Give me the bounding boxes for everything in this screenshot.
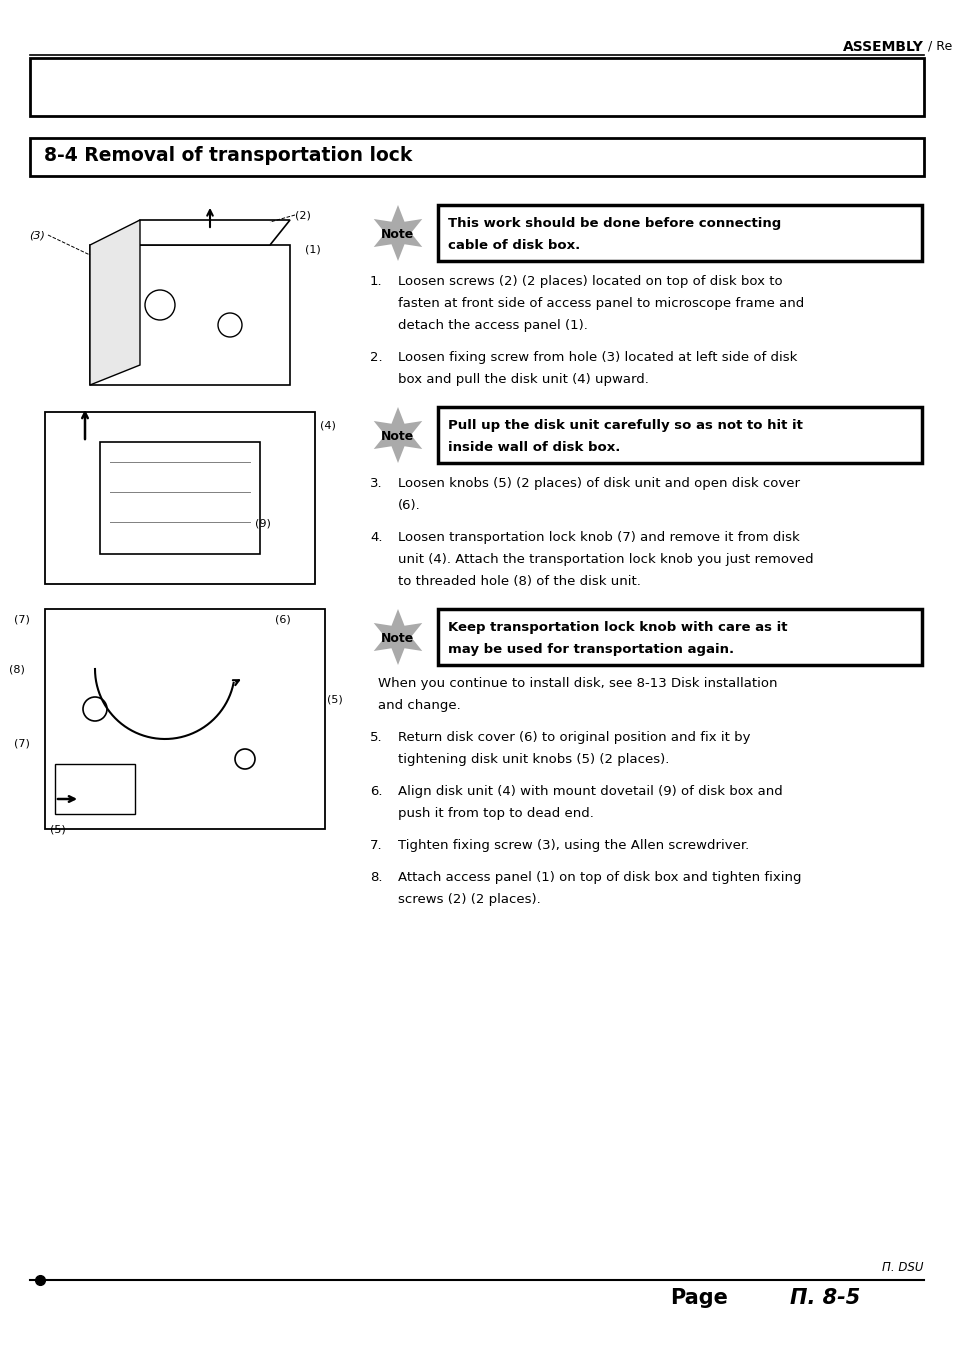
Text: inside wall of disk box.: inside wall of disk box. <box>448 440 619 454</box>
Bar <box>45 609 325 830</box>
Polygon shape <box>374 609 422 665</box>
Bar <box>30 397 350 598</box>
Text: Π. DSU: Π. DSU <box>882 1260 923 1274</box>
Circle shape <box>145 290 174 320</box>
Text: Return disk cover (6) to original position and fix it by: Return disk cover (6) to original positi… <box>397 731 750 744</box>
Text: (5): (5) <box>327 694 342 704</box>
Text: Note: Note <box>381 431 415 443</box>
Text: push it from top to dead end.: push it from top to dead end. <box>397 807 594 820</box>
Text: 6.: 6. <box>370 785 382 798</box>
Bar <box>30 58 923 116</box>
Text: (7): (7) <box>14 613 30 624</box>
Bar <box>437 205 921 261</box>
Text: box and pull the disk unit (4) upward.: box and pull the disk unit (4) upward. <box>397 373 648 386</box>
Text: 3.: 3. <box>370 477 382 490</box>
Text: (3): (3) <box>30 230 45 240</box>
Text: (1): (1) <box>305 245 320 255</box>
Text: Loosen transportation lock knob (7) and remove it from disk: Loosen transportation lock knob (7) and … <box>397 531 799 544</box>
Text: 8.: 8. <box>370 871 382 884</box>
Text: 5.: 5. <box>370 731 382 744</box>
Circle shape <box>83 697 107 721</box>
Bar <box>55 765 135 815</box>
Text: Loosen screws (2) (2 places) located on top of disk box to: Loosen screws (2) (2 places) located on … <box>397 276 781 288</box>
Text: unit (4). Attach the transportation lock knob you just removed: unit (4). Attach the transportation lock… <box>397 553 813 566</box>
Text: may be used for transportation again.: may be used for transportation again. <box>448 643 734 657</box>
Bar <box>437 609 921 665</box>
Text: screws (2) (2 places).: screws (2) (2 places). <box>397 893 540 907</box>
Text: 8-4 Removal of transportation lock: 8-4 Removal of transportation lock <box>44 146 412 165</box>
Text: (2): (2) <box>294 209 311 220</box>
Polygon shape <box>374 205 422 261</box>
Text: cable of disk box.: cable of disk box. <box>448 239 579 253</box>
Text: Page: Page <box>669 1288 727 1308</box>
Bar <box>45 412 314 584</box>
Text: Note: Note <box>381 632 415 646</box>
Text: (9): (9) <box>254 517 271 528</box>
Circle shape <box>218 313 242 336</box>
Text: fasten at front side of access panel to microscope frame and: fasten at front side of access panel to … <box>397 297 803 309</box>
Text: detach the access panel (1).: detach the access panel (1). <box>397 319 587 332</box>
Bar <box>30 138 923 176</box>
Polygon shape <box>110 220 290 245</box>
Text: Keep transportation lock knob with care as it: Keep transportation lock knob with care … <box>448 621 786 634</box>
Text: Loosen knobs (5) (2 places) of disk unit and open disk cover: Loosen knobs (5) (2 places) of disk unit… <box>397 477 800 490</box>
Text: When you continue to install disk, see 8-13 Disk installation: When you continue to install disk, see 8… <box>377 677 777 690</box>
Text: (6): (6) <box>274 613 291 624</box>
Bar <box>437 407 921 463</box>
Text: Align disk unit (4) with mount dovetail (9) of disk box and: Align disk unit (4) with mount dovetail … <box>397 785 781 798</box>
Text: Attach access panel (1) on top of disk box and tighten fixing: Attach access panel (1) on top of disk b… <box>397 871 801 884</box>
Text: tightening disk unit knobs (5) (2 places).: tightening disk unit knobs (5) (2 places… <box>397 753 669 766</box>
Text: (4): (4) <box>319 420 335 430</box>
Polygon shape <box>90 220 140 385</box>
Text: and change.: and change. <box>377 698 460 712</box>
Polygon shape <box>90 245 290 385</box>
Text: Note: Note <box>381 228 415 242</box>
Text: (7): (7) <box>14 739 30 748</box>
Text: Loosen fixing screw from hole (3) located at left side of disk: Loosen fixing screw from hole (3) locate… <box>397 351 797 363</box>
Text: to threaded hole (8) of the disk unit.: to threaded hole (8) of the disk unit. <box>397 576 640 588</box>
Text: 1.: 1. <box>370 276 382 288</box>
Text: (5): (5) <box>50 824 66 834</box>
Text: Tighten fixing screw (3), using the Allen screwdriver.: Tighten fixing screw (3), using the Alle… <box>397 839 748 852</box>
Text: / Removal of transportation lock: / Removal of transportation lock <box>923 41 953 53</box>
Text: Pull up the disk unit carefully so as not to hit it: Pull up the disk unit carefully so as no… <box>448 419 802 432</box>
Text: 2.: 2. <box>370 351 382 363</box>
Bar <box>30 195 350 397</box>
Circle shape <box>234 748 254 769</box>
Text: Π. 8-5: Π. 8-5 <box>789 1288 860 1308</box>
Text: 4.: 4. <box>370 531 382 544</box>
Text: ASSEMBLY: ASSEMBLY <box>842 41 923 54</box>
Text: 7.: 7. <box>370 839 382 852</box>
Bar <box>30 598 350 935</box>
Bar <box>100 442 260 554</box>
Text: (8): (8) <box>10 663 25 674</box>
Polygon shape <box>374 407 422 463</box>
Text: (6).: (6). <box>397 499 420 512</box>
Text: This work should be done before connecting: This work should be done before connecti… <box>448 218 781 230</box>
